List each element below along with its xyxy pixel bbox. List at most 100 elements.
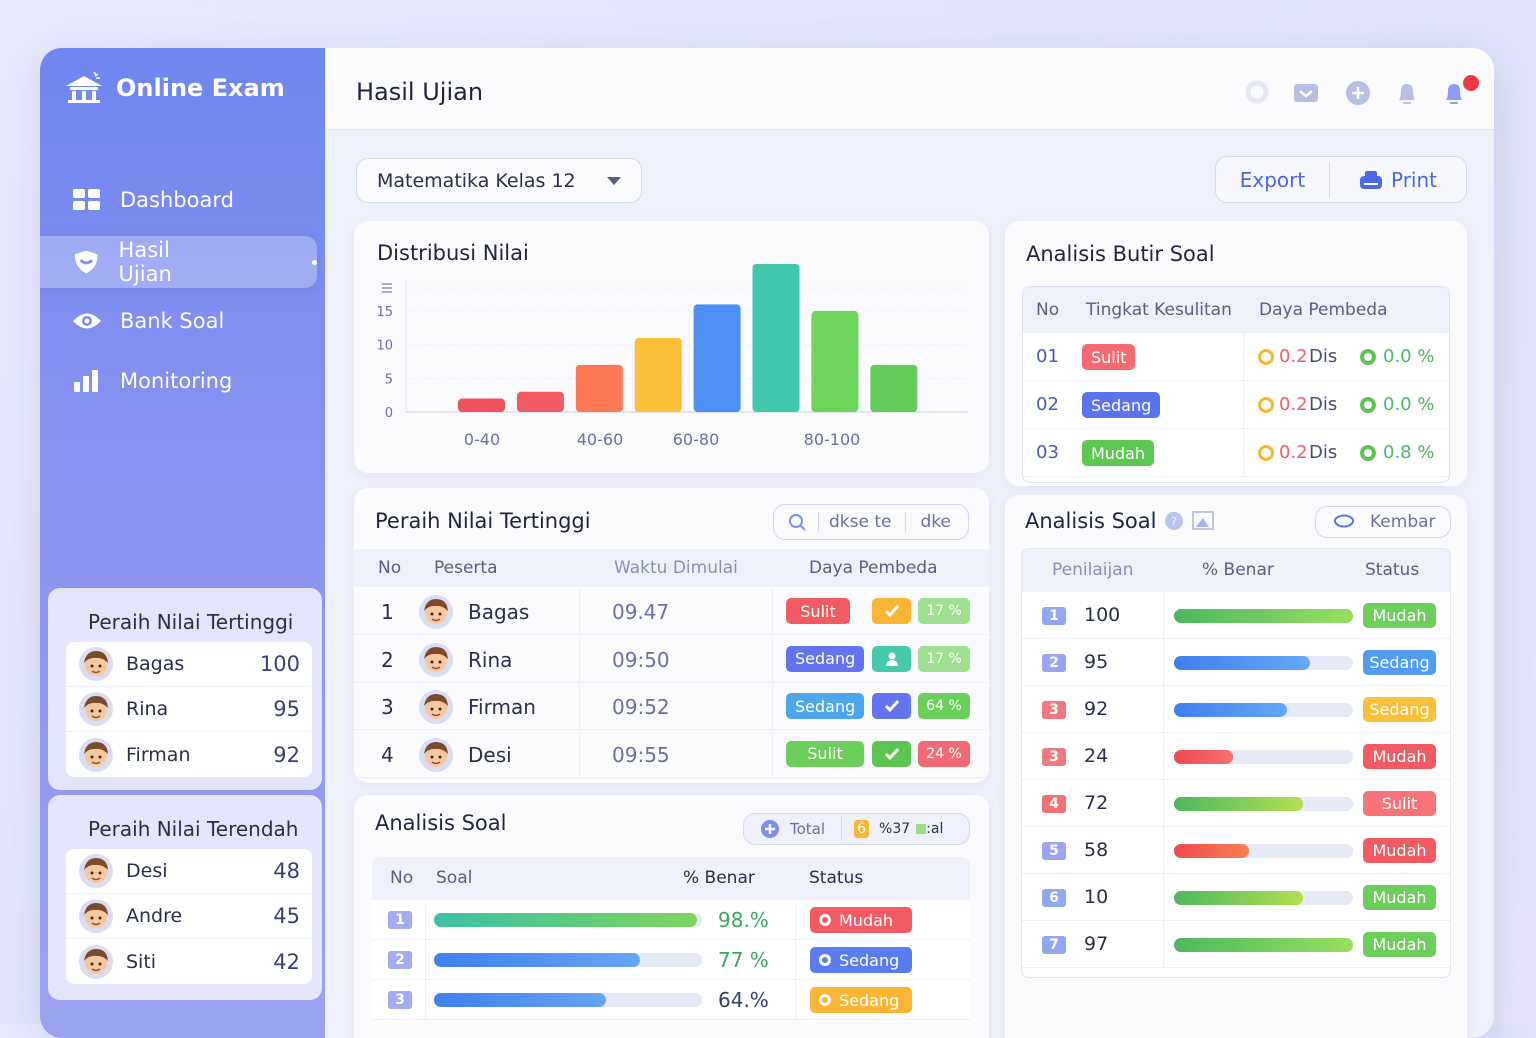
- bell-icon[interactable]: [1394, 80, 1420, 106]
- table-row[interactable]: 2 95 Sedang: [1022, 639, 1450, 686]
- sidebar-item-bank-soal[interactable]: Bank Soal: [40, 295, 317, 347]
- export-button[interactable]: Export: [1239, 167, 1306, 192]
- app-window: Online Exam Dashboard Hasil Ujian Bank S…: [40, 48, 1494, 1038]
- col-benar: % Benar: [683, 868, 755, 888]
- ring-icon: [1360, 445, 1376, 461]
- percent-badge: 17 %: [918, 645, 970, 672]
- plus-circle-icon[interactable]: [1345, 80, 1371, 106]
- lowest-scorers-list: Desi 48 Andre 45 Siti 42: [66, 849, 312, 984]
- kembar-button[interactable]: Kembar: [1315, 506, 1451, 538]
- mail-icon[interactable]: [1293, 80, 1319, 106]
- divider: [795, 900, 796, 940]
- app-logo[interactable]: Online Exam: [62, 70, 285, 106]
- table-row[interactable]: 3 64.% Sedang: [372, 980, 970, 1020]
- help-icon[interactable]: ?: [1164, 511, 1184, 531]
- divider: [1163, 921, 1164, 968]
- row-no: 1: [388, 911, 412, 929]
- percent-value: 0.0 %: [1383, 394, 1435, 415]
- total-summary[interactable]: Total 6 %37 :al: [743, 813, 970, 845]
- start-time: 09:52: [612, 695, 670, 719]
- table-row[interactable]: 02 Sedang 0.2 Dis 0.0 %: [1023, 381, 1449, 429]
- col-waktu: Waktu Dimulai: [614, 558, 738, 578]
- difficulty-badge: Sedang: [786, 693, 865, 719]
- list-item[interactable]: Desi 48: [66, 849, 312, 894]
- table-row[interactable]: 2 77 % Sedang: [372, 940, 970, 980]
- notification-bell-icon[interactable]: [1441, 80, 1467, 106]
- status-badge: Mudah: [1363, 838, 1436, 863]
- list-item[interactable]: Siti 42: [66, 939, 312, 984]
- bar: [693, 304, 741, 412]
- dis-unit: Dis: [1309, 346, 1338, 367]
- ring-icon: [1258, 445, 1274, 461]
- row-no: 1: [381, 600, 394, 624]
- dis-value: 0.2: [1279, 394, 1308, 415]
- avatar: [78, 853, 114, 889]
- table-header: No Peserta Waktu Dimulai Daya Pembeda: [354, 549, 989, 587]
- bar: [811, 311, 859, 412]
- image-icon[interactable]: [1192, 509, 1216, 531]
- percent-badge: 64 %: [918, 693, 970, 719]
- col-daya: Daya Pembeda: [809, 558, 938, 578]
- percent-bar-fill: [1174, 844, 1250, 858]
- sidebar-item-dashboard[interactable]: Dashboard: [40, 174, 317, 226]
- plus-circle-icon: [761, 820, 779, 838]
- status-label: Mudah: [839, 910, 894, 930]
- col-no: No: [390, 868, 414, 888]
- print-button[interactable]: Print: [1330, 168, 1466, 192]
- analisis-butir-card: Analisis Butir Soal No Tingkat Kesulitan…: [1005, 221, 1467, 486]
- difficulty-badge: Sulit: [786, 740, 864, 767]
- sidebar-item-hasil-ujian[interactable]: Hasil Ujian: [40, 236, 317, 288]
- list-item[interactable]: Firman 92: [66, 732, 312, 777]
- list-item[interactable]: Bagas 100: [66, 642, 312, 687]
- row-no: 01: [1036, 346, 1059, 367]
- table-row[interactable]: 3 Firman 09:52 Sedang 64 %: [354, 683, 989, 730]
- search-icon[interactable]: [1245, 80, 1271, 106]
- table-row[interactable]: 1 98.% Mudah: [372, 900, 970, 940]
- percent-bar: [1174, 938, 1353, 952]
- subject-dropdown[interactable]: Matematika Kelas 12: [356, 158, 642, 203]
- table-search[interactable]: dkse te dke: [773, 504, 969, 540]
- table-row[interactable]: 7 97 Mudah: [1022, 921, 1450, 968]
- divider: [425, 940, 426, 980]
- distribution-chart: 0 5 10 15 0-40 40-60 60-80 80-100: [376, 263, 968, 449]
- card-title: Analisis Soal: [1025, 509, 1157, 533]
- top-scorers-list: Bagas 100 Rina 95 Firman 92: [66, 642, 312, 777]
- dis-unit: Dis: [1309, 394, 1338, 415]
- percent-bar-fill: [434, 993, 606, 1007]
- percent-bar-fill: [1174, 609, 1353, 623]
- print-label: Print: [1390, 167, 1437, 192]
- row-no: 3: [1042, 701, 1066, 719]
- bar: [458, 398, 505, 412]
- student-name: Rina: [468, 647, 513, 672]
- search-filter[interactable]: dke: [905, 512, 951, 532]
- status-badge: Sedang: [810, 987, 912, 1013]
- check-icon: [872, 740, 911, 767]
- divider: [795, 940, 796, 980]
- table-row[interactable]: 1 Bagas 09.47 Sulit 17 %: [354, 588, 989, 635]
- table-row[interactable]: 4 Desi 09:55 Sulit 24 %: [354, 730, 989, 778]
- table-row[interactable]: 3 92 Sedang: [1022, 686, 1450, 733]
- student-name: Desi: [468, 742, 512, 767]
- row-no: 5: [1042, 842, 1066, 860]
- ring-icon: [1258, 397, 1274, 413]
- list-item[interactable]: Andre 45: [66, 894, 312, 939]
- score: 92: [1084, 698, 1109, 720]
- list-item[interactable]: Rina 95: [66, 687, 312, 732]
- student-score: 100: [259, 652, 300, 676]
- table-row[interactable]: 6 10 Mudah: [1022, 874, 1450, 921]
- table-row[interactable]: 3 24 Mudah: [1022, 733, 1450, 780]
- status-badge: Mudah: [810, 907, 912, 933]
- table-row[interactable]: 1 100 Mudah: [1022, 592, 1450, 639]
- percent-badge: 17 %: [918, 598, 970, 624]
- search-input[interactable]: dkse te: [818, 512, 905, 532]
- total-label: Total: [790, 820, 826, 838]
- sidebar-item-monitoring[interactable]: Monitoring: [40, 355, 317, 407]
- table-row[interactable]: 03 Mudah 0.2 Dis 0.8 %: [1023, 429, 1449, 477]
- student-name: Siti: [126, 950, 157, 973]
- row-no: 2: [1042, 654, 1066, 672]
- percent-bar: [1174, 797, 1353, 811]
- table-row[interactable]: 4 72 Sulit: [1022, 780, 1450, 827]
- table-row[interactable]: 5 58 Mudah: [1022, 827, 1450, 874]
- table-row[interactable]: 2 Rina 09:50 Sedang 17 %: [354, 635, 989, 683]
- table-row[interactable]: 01 Sulit 0.2 Dis 0.0 %: [1023, 333, 1449, 381]
